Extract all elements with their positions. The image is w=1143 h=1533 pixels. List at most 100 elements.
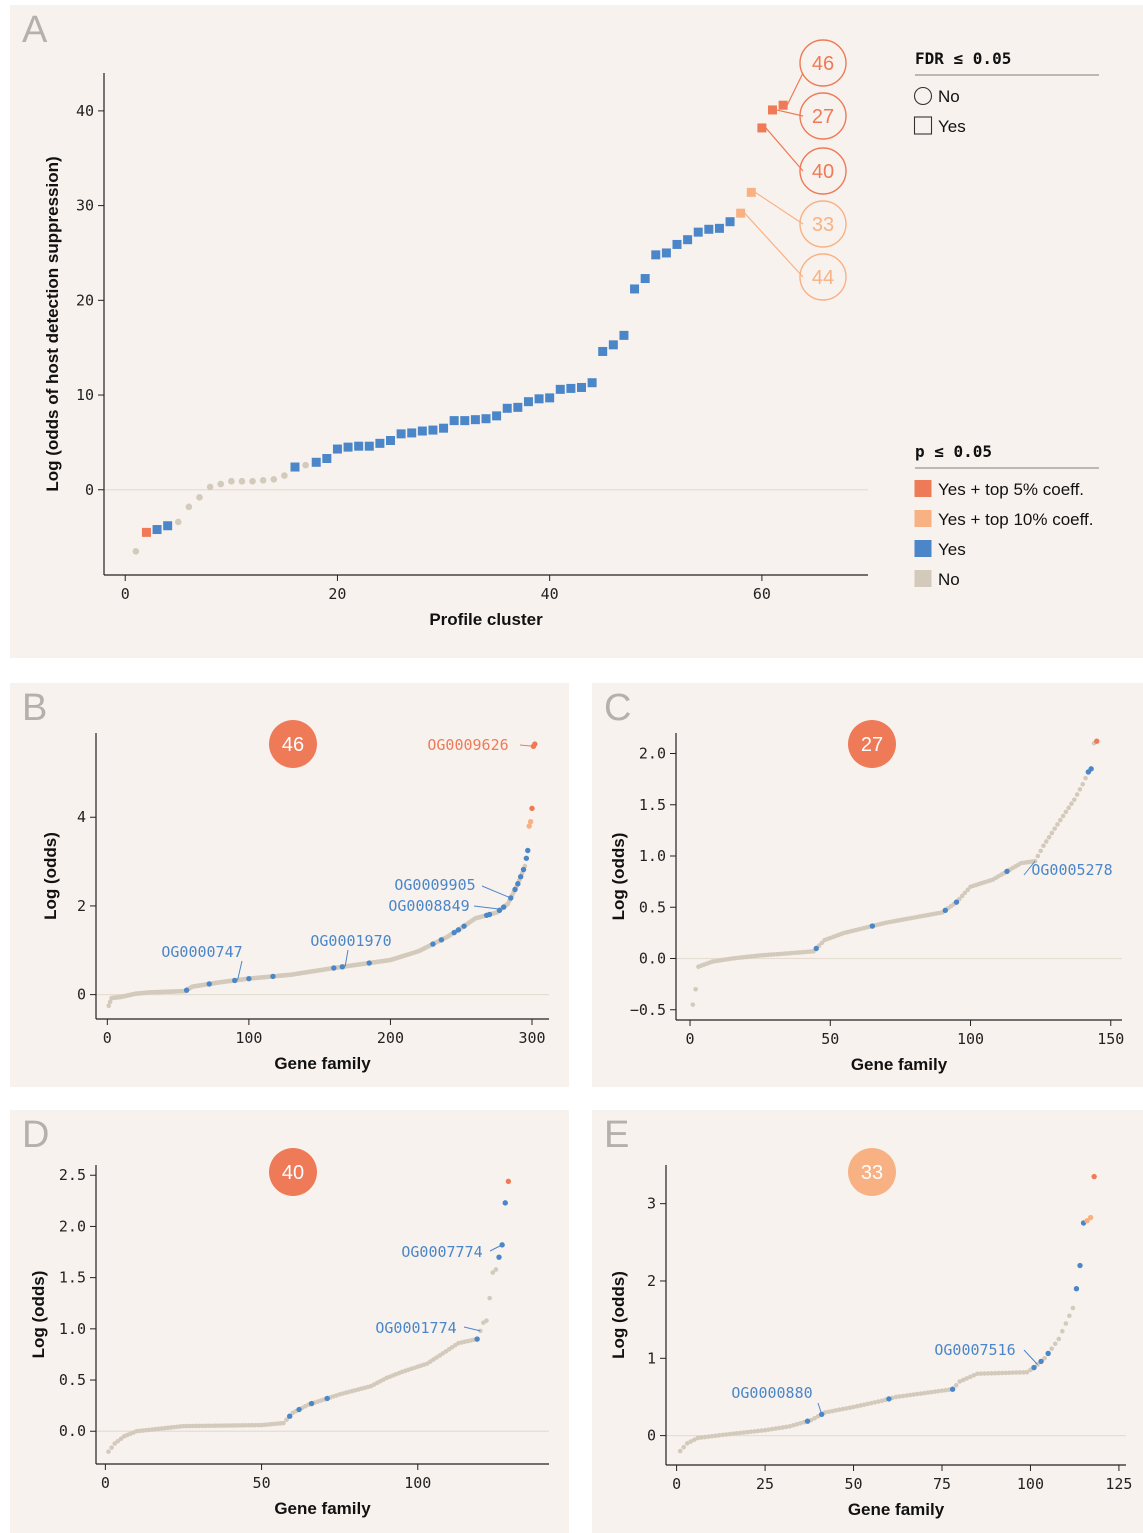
y-tick-label-d: 2.5	[59, 1166, 86, 1184]
chart-a: 0 20 40 60 0 10 20 30 40 Profile cluster Log (odds…	[43, 39, 1099, 629]
data-point	[490, 1270, 496, 1275]
callout-line	[754, 191, 804, 225]
y-tick-label-c: 1.5	[639, 796, 666, 814]
data-point	[1091, 1173, 1097, 1180]
data-point	[1083, 775, 1088, 781]
panel-d: D 0 50 100 0.0 0.5 1.0 1.5 2.0 2.5 Gene family Log…	[10, 1110, 569, 1533]
data-point-square	[460, 416, 470, 426]
data-point	[455, 927, 462, 933]
gene-family-label: OG0005278	[1031, 861, 1112, 879]
legend-fdr-title: FDR ≤ 0.05	[915, 49, 1011, 68]
data-point	[949, 1386, 956, 1392]
data-point	[1043, 839, 1049, 844]
data-point	[922, 1390, 927, 1396]
data-point	[813, 945, 819, 952]
gene-family-label: OG0001970	[310, 932, 391, 950]
data-point	[773, 1426, 778, 1431]
data-point-circle	[259, 476, 267, 484]
data-point	[1010, 1370, 1016, 1375]
data-point	[1055, 822, 1060, 827]
data-point-square	[343, 442, 353, 452]
callout-label: 40	[812, 161, 834, 183]
y-tick-label-e: 3	[647, 1195, 656, 1213]
y-tick-label-c: 0.5	[639, 898, 666, 916]
legend-circle-icon	[913, 86, 933, 106]
data-point-square	[439, 423, 449, 433]
data-point	[1038, 848, 1043, 854]
data-point-circle	[238, 477, 246, 485]
panel-e: E 0 25 50 75 100 125 0 1 2 3 Gene family Log (odds)…	[592, 1110, 1143, 1533]
data-point	[281, 1420, 286, 1426]
data-point	[1074, 792, 1080, 797]
gene-family-label: OG0008849	[388, 897, 469, 915]
y-tick-label-b: 2	[77, 897, 86, 915]
data-point	[858, 1403, 863, 1408]
gene-family-label: OG0000880	[731, 1384, 812, 1402]
cluster-badge	[848, 720, 896, 768]
data-point	[484, 1318, 489, 1323]
callout-line	[786, 72, 804, 106]
gene-family-label: OG0009905	[394, 876, 475, 894]
data-point	[331, 965, 337, 971]
x-tick-label-c: 0	[686, 1030, 695, 1048]
data-point-square	[555, 384, 565, 394]
data-point	[900, 1393, 906, 1399]
data-point	[1046, 834, 1052, 840]
data-point-square	[757, 123, 767, 133]
data-point	[1077, 787, 1083, 792]
data-point	[975, 1371, 980, 1377]
data-point-circle	[174, 518, 182, 526]
data-point	[769, 1426, 775, 1432]
data-point	[738, 1430, 743, 1436]
data-point-circle	[281, 472, 288, 479]
data-point-circle	[249, 477, 256, 485]
data-point-square	[661, 248, 671, 258]
y-tick-label-d: 0.0	[59, 1422, 86, 1440]
callout-label: 33	[812, 214, 834, 236]
y-tick-label-b: 4	[77, 808, 86, 826]
data-point	[942, 907, 948, 914]
data-point	[1060, 813, 1066, 819]
callout-line	[765, 127, 804, 172]
data-point	[918, 1391, 924, 1396]
x-tick-label-e: 50	[845, 1475, 863, 1493]
data-point	[438, 937, 445, 943]
data-point-square	[470, 415, 480, 425]
data-point	[1080, 781, 1086, 787]
data-point	[1060, 1328, 1065, 1334]
data-point	[876, 1399, 881, 1404]
data-point	[713, 1433, 718, 1439]
data-point	[1049, 1346, 1054, 1351]
data-point	[869, 923, 876, 929]
data-point-square	[736, 208, 746, 218]
data-point	[1073, 1286, 1080, 1292]
cluster-badge	[269, 720, 317, 768]
data-point	[1017, 1370, 1023, 1375]
y-tick-label-c: −0.5	[630, 1001, 666, 1019]
y-tick-label-c: 2.0	[639, 745, 666, 763]
data-point	[766, 1427, 771, 1432]
data-point	[851, 1404, 856, 1410]
data-point	[844, 1406, 849, 1411]
data-point	[837, 1407, 842, 1413]
callout-label: 27	[812, 106, 834, 128]
data-point-square	[545, 393, 555, 403]
data-point	[932, 1389, 938, 1394]
data-point	[784, 1424, 789, 1430]
data-point-square	[523, 397, 533, 407]
data-point	[720, 1432, 725, 1438]
data-point	[971, 1373, 977, 1378]
data-point	[1072, 797, 1077, 802]
x-tick-label-a: 60	[753, 585, 771, 603]
x-tick-label-e: 125	[1105, 1475, 1132, 1493]
data-point	[1003, 1370, 1008, 1376]
data-point	[907, 1392, 913, 1398]
y-tick-label-d: 1.0	[59, 1320, 86, 1338]
panel-letter-b: B	[22, 687, 48, 729]
data-point	[953, 899, 960, 905]
data-point-square	[566, 383, 576, 393]
data-point	[953, 1383, 959, 1388]
data-point	[246, 975, 252, 982]
callout-circle	[799, 253, 847, 301]
gene-family-label: OG0000747	[161, 943, 242, 961]
